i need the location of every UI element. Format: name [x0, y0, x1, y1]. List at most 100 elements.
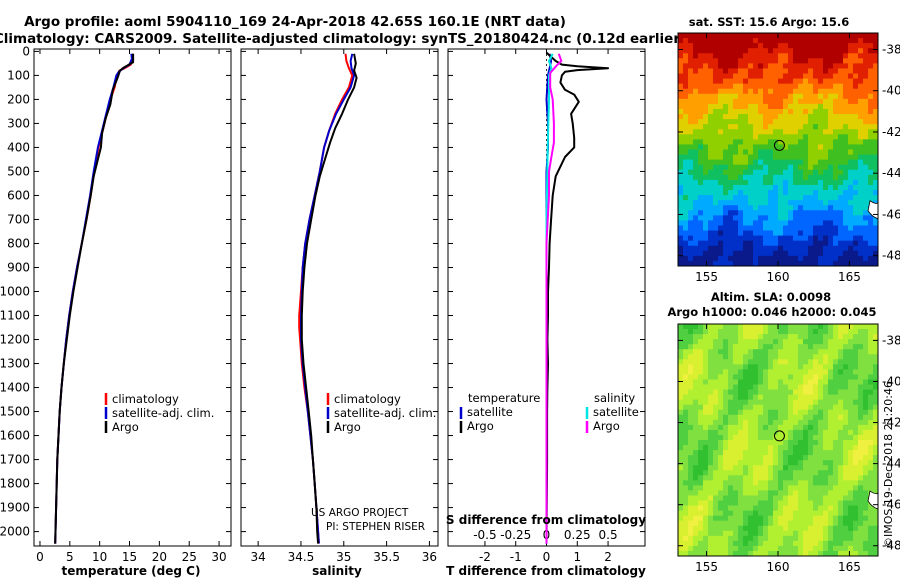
- map-cell: [798, 399, 804, 406]
- map-cell: [838, 83, 844, 90]
- map-cell: [803, 349, 809, 355]
- map-cell: [773, 394, 779, 401]
- map-cell: [763, 103, 769, 110]
- map-cell: [868, 114, 874, 120]
- map-cell: [848, 369, 854, 375]
- map-cell: [858, 545, 864, 552]
- map-cell: [803, 344, 809, 350]
- map-cell: [693, 210, 699, 216]
- map-cell: [713, 414, 719, 421]
- map-cell: [778, 389, 784, 396]
- map-cell: [818, 58, 824, 64]
- map-cell: [723, 108, 729, 115]
- map-cell: [723, 404, 729, 411]
- map-cell: [838, 460, 844, 466]
- map-cell: [853, 73, 859, 79]
- map-cell: [828, 78, 834, 85]
- map-cell: [848, 440, 854, 446]
- map-cell: [678, 235, 684, 242]
- map-cell: [733, 384, 739, 390]
- map-cell: [693, 339, 699, 345]
- map-cell: [828, 83, 834, 90]
- map-cell: [738, 98, 744, 105]
- map-cell: [868, 450, 874, 456]
- map-cell: [743, 205, 749, 211]
- map-cell: [873, 334, 878, 340]
- map-cell: [813, 515, 819, 522]
- map-cell: [753, 500, 759, 506]
- map-cell: [858, 260, 864, 266]
- map-cell: [763, 490, 769, 496]
- map-cell: [828, 379, 834, 385]
- map-cell: [808, 139, 814, 145]
- map-cell: [778, 339, 784, 345]
- map-cell: [708, 455, 714, 461]
- map-cell: [728, 114, 734, 120]
- map-cell: [868, 414, 874, 421]
- map-cell: [848, 485, 854, 491]
- map-cell: [828, 500, 834, 506]
- map-cell: [773, 129, 779, 135]
- map-cell: [758, 470, 764, 476]
- map-cell: [743, 68, 749, 74]
- map-cell: [713, 520, 719, 527]
- map-cell: [848, 119, 854, 125]
- map-cell: [723, 429, 729, 436]
- map-cell: [713, 349, 719, 355]
- map-cell: [778, 38, 784, 44]
- map-cell: [868, 225, 874, 231]
- map-cell: [688, 68, 694, 74]
- map-cell: [753, 505, 759, 512]
- map-cell: [848, 68, 854, 74]
- map-cell: [768, 63, 774, 69]
- map-cell: [728, 225, 734, 231]
- map-cell: [723, 53, 729, 59]
- map-cell: [838, 525, 844, 532]
- map-cell: [853, 419, 859, 426]
- map-cell: [818, 43, 824, 49]
- map-cell: [833, 210, 839, 216]
- map-cell: [748, 93, 754, 100]
- map-cell: [783, 195, 789, 201]
- map-cell: [838, 465, 844, 471]
- map-cell: [823, 500, 829, 506]
- map-cell: [813, 78, 819, 85]
- map-cell: [848, 124, 854, 130]
- map-cell: [793, 500, 799, 506]
- map-cell: [868, 344, 874, 350]
- map-cell: [738, 33, 744, 39]
- map-cell: [733, 349, 739, 355]
- map-cell: [828, 339, 834, 345]
- map-cell: [743, 83, 749, 90]
- map-cell: [733, 505, 739, 512]
- map-cell: [713, 550, 719, 556]
- map-cell: [868, 384, 874, 390]
- map-cell: [698, 108, 704, 115]
- map-cell: [838, 154, 844, 161]
- map-cell: [683, 339, 689, 345]
- map-cell: [748, 490, 754, 496]
- map-cell: [708, 364, 714, 370]
- map-cell: [778, 369, 784, 375]
- map-cell: [793, 465, 799, 471]
- map-cell: [798, 220, 804, 226]
- map-cell: [748, 455, 754, 461]
- map-cell: [728, 520, 734, 527]
- map-cell: [793, 510, 799, 517]
- map-cell: [738, 260, 744, 266]
- x-tick-label: 36: [422, 550, 437, 564]
- map-cell: [783, 500, 789, 506]
- map-cell: [793, 429, 799, 436]
- map-cell: [818, 88, 824, 95]
- map-cell: [683, 190, 689, 196]
- map-cell: [698, 129, 704, 135]
- map-cell: [853, 535, 859, 542]
- map-cell: [678, 520, 684, 527]
- map-cell: [698, 154, 704, 161]
- map-cell: [688, 414, 694, 421]
- map-cell: [728, 129, 734, 135]
- map-cell: [688, 545, 694, 552]
- map-cell: [863, 349, 869, 355]
- map-cell: [768, 240, 774, 247]
- map-cell: [763, 354, 769, 360]
